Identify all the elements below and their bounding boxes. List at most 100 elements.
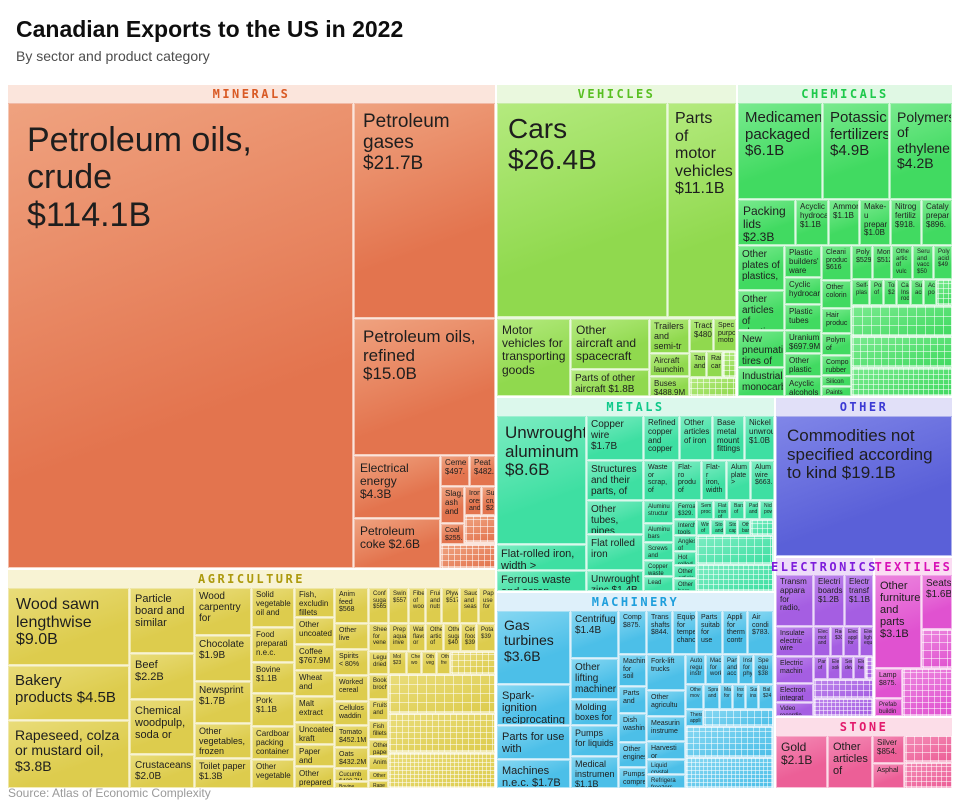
treemap-cell[interactable]: Other agricultu: [647, 691, 685, 716]
treemap-cell[interactable]: Swin $557: [389, 588, 408, 623]
treemap-cell[interactable]: Silicon &: [822, 376, 851, 386]
treemap-cell[interactable]: Toil $20: [884, 280, 896, 305]
treemap-cell[interactable]: Paints and: [822, 387, 851, 396]
treemap-cell[interactable]: Wood sawn lengthwise $9.0B: [8, 588, 129, 665]
treemap-cell[interactable]: Pork $1.1B: [252, 694, 294, 726]
treemap-cell[interactable]: Other article: [674, 566, 696, 578]
treemap-cell[interactable]: Unwrought aluminum $8.6B: [497, 416, 586, 544]
treemap-cell[interactable]: Other prepared: [295, 767, 334, 788]
treemap-cell[interactable]: Trailers and semi-tr: [650, 319, 689, 353]
treemap-cell[interactable]: Aircraft launchin: [650, 354, 689, 376]
treemap-cell[interactable]: Flat rolled iron: [587, 535, 643, 570]
treemap-cell[interactable]: Crustaceans $2.0B: [130, 755, 194, 788]
treemap-cell[interactable]: Slag, ash and: [441, 487, 464, 523]
treemap-cell[interactable]: Other colorin: [822, 281, 851, 308]
treemap-cell[interactable]: Part of: [814, 657, 827, 679]
treemap-cell[interactable]: Ferroa $329.: [674, 501, 696, 519]
treemap-cell[interactable]: Chemical woodpulp, soda or: [130, 700, 194, 754]
treemap-cell[interactable]: Other engines: [619, 743, 646, 767]
treemap-cell[interactable]: Fiber of woo: [409, 588, 425, 623]
treemap-cell[interactable]: Pumps, compres: [619, 768, 646, 788]
treemap-cell[interactable]: Packing lids $2.3B: [738, 200, 795, 245]
treemap-cell[interactable]: Cucumb $429.7M: [335, 769, 368, 781]
treemap-cell[interactable]: Mon $512: [873, 246, 891, 279]
treemap-cell[interactable]: Newsprint $1.7B: [195, 682, 251, 723]
treemap-cell[interactable]: Alum plate >: [727, 461, 750, 500]
treemap-cell[interactable]: Structures and their parts, of: [587, 461, 643, 500]
treemap-cell[interactable]: Elec appl for: [844, 627, 859, 656]
treemap-cell[interactable]: Petroleum coke $2.6B: [354, 519, 440, 568]
treemap-cell[interactable]: Bal $24: [759, 685, 773, 709]
treemap-cell[interactable]: Sulp cru $28: [482, 487, 495, 515]
treemap-cell[interactable]: Win of: [697, 520, 710, 535]
treemap-cell[interactable]: Pap use for: [479, 588, 495, 623]
treemap-cell[interactable]: Lamp $875.: [875, 669, 902, 698]
treemap-cell[interactable]: Comp $875.: [619, 611, 646, 654]
treemap-cell[interactable]: Cars $26.4B: [497, 103, 667, 317]
treemap-cell[interactable]: Animal: [369, 757, 388, 770]
treemap-cell[interactable]: Liquid crystal: [647, 760, 685, 774]
treemap-cell[interactable]: New pneumatic tires of: [738, 331, 784, 367]
treemap-cell[interactable]: Flat-r iron, width: [702, 461, 726, 500]
treemap-cell[interactable]: Buses $488.9M: [650, 377, 689, 396]
treemap-cell[interactable]: Shee for vene: [369, 624, 388, 651]
treemap-cell[interactable]: Other furniture and parts $3.1B: [875, 575, 921, 668]
treemap-cell[interactable]: Rad $30: [831, 627, 843, 656]
treemap-cell[interactable]: Dish washin: [619, 714, 646, 742]
treemap-cell[interactable]: Plastic tubes: [785, 305, 821, 330]
treemap-cell[interactable]: Hot rolled: [674, 552, 696, 565]
treemap-cell[interactable]: Sem proc: [697, 501, 713, 519]
treemap-cell[interactable]: Petroleum gases $21.7B: [354, 103, 495, 318]
treemap-cell[interactable]: Bakery products $4.5B: [8, 666, 129, 720]
treemap-cell[interactable]: Parts and: [619, 687, 646, 713]
treemap-cell[interactable]: Nickel unwrou $1.0B: [745, 416, 774, 460]
treemap-cell[interactable]: Uranium $697.9M: [785, 331, 821, 353]
treemap-cell[interactable]: Che wo: [407, 652, 421, 674]
treemap-cell[interactable]: Prefab buildin: [875, 699, 902, 716]
treemap-cell[interactable]: Measurin instrume: [647, 717, 685, 741]
treemap-cell[interactable]: Polym of: [822, 334, 851, 355]
treemap-cell[interactable]: Industrial monocarbox: [738, 368, 784, 396]
treemap-cell[interactable]: Harvesti or: [647, 742, 685, 759]
treemap-cell[interactable]: Malt extract: [295, 697, 334, 722]
treemap-cell[interactable]: Pol of: [870, 280, 883, 305]
treemap-cell[interactable]: Part and acc: [723, 655, 738, 684]
treemap-cell[interactable]: Anim feed $568: [335, 588, 368, 623]
treemap-cell[interactable]: Hair produc: [822, 309, 851, 333]
treemap-cell[interactable]: Bars of: [730, 501, 744, 519]
treemap-cell[interactable]: Trans shafts $844.: [647, 611, 672, 654]
treemap-cell[interactable]: Othe artic of: [426, 624, 443, 651]
treemap-cell[interactable]: Cardboar packing container: [252, 727, 294, 759]
treemap-cell[interactable]: Legum dried: [369, 652, 388, 674]
treemap-cell[interactable]: Iron ores and: [465, 487, 481, 515]
treemap-cell[interactable]: Food preparati n.e.c.: [252, 628, 294, 662]
treemap-cell[interactable]: Medicamen packaged $6.1B: [738, 103, 822, 199]
treemap-cell[interactable]: Inst for phy: [739, 655, 753, 684]
treemap-cell[interactable]: Other articles of plastic: [738, 291, 784, 330]
treemap-cell[interactable]: Parts for use with: [497, 726, 570, 759]
treemap-cell[interactable]: Gold $2.1B: [776, 736, 827, 788]
treemap-cell[interactable]: Fish fillets: [369, 721, 388, 739]
treemap-cell[interactable]: Beef $2.2B: [130, 654, 194, 699]
treemap-cell[interactable]: Nick pow: [760, 501, 773, 519]
treemap-cell[interactable]: Poly acid $49: [934, 246, 952, 279]
treemap-cell[interactable]: Other plastic: [785, 354, 821, 376]
treemap-cell[interactable]: Commodities not specified according to k…: [776, 416, 952, 556]
treemap-cell[interactable]: Other articles of: [828, 736, 872, 788]
treemap-cell[interactable]: Thera appli: [686, 710, 703, 726]
treemap-cell[interactable]: Polymers of ethylene $4.2B: [890, 103, 952, 199]
treemap-cell[interactable]: Alum wire $663.: [751, 461, 774, 500]
treemap-cell[interactable]: Other tubes, pipes: [587, 501, 643, 534]
treemap-cell[interactable]: Plastic builders' ware: [785, 246, 821, 277]
treemap-cell[interactable]: Other lifting machiner: [571, 659, 618, 699]
treemap-cell[interactable]: Cyclic hydrocar: [785, 278, 821, 304]
treemap-cell[interactable]: Insulate electric wire: [776, 627, 813, 656]
treemap-cell[interactable]: Sur ins: [746, 685, 758, 709]
treemap-cell[interactable]: Coal $255.: [441, 524, 464, 544]
treemap-cell[interactable]: Coffee $767.9M: [295, 645, 334, 670]
treemap-cell[interactable]: Ammon $1.1B: [829, 200, 859, 245]
treemap-cell[interactable]: Spra and: [704, 685, 719, 709]
treemap-cell[interactable]: Seru and vacc $50: [913, 246, 933, 279]
treemap-cell[interactable]: Electron integrat: [776, 684, 813, 702]
treemap-cell[interactable]: Fruits and: [369, 700, 388, 720]
